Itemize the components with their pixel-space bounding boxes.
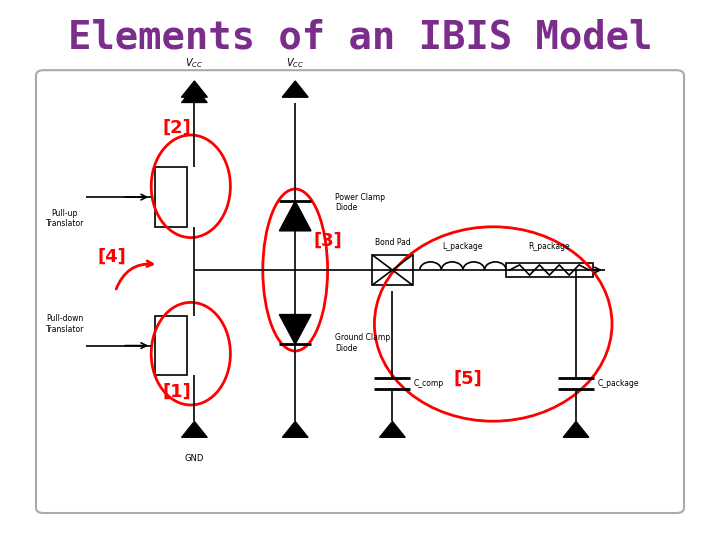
Text: R_package: R_package (528, 242, 570, 251)
Polygon shape (181, 421, 207, 437)
Text: Power Clamp
Diode: Power Clamp Diode (335, 193, 384, 212)
Text: $V_{CC}$: $V_{CC}$ (185, 56, 204, 70)
FancyBboxPatch shape (36, 70, 684, 513)
Polygon shape (379, 421, 405, 437)
Text: Ground Clamp
Diode: Ground Clamp Diode (335, 333, 390, 353)
Polygon shape (563, 421, 589, 437)
Polygon shape (279, 314, 311, 345)
Bar (506, 263, 593, 276)
Polygon shape (282, 421, 308, 437)
Text: Elements of an IBIS Model: Elements of an IBIS Model (68, 19, 652, 57)
Text: $V_{CC}$: $V_{CC}$ (286, 56, 305, 70)
Polygon shape (282, 81, 308, 97)
Text: C_package: C_package (598, 379, 639, 388)
Text: [4]: [4] (97, 248, 126, 266)
Polygon shape (181, 86, 207, 103)
Text: Pull-down
Translator: Pull-down Translator (45, 314, 84, 334)
Text: Bond Pad: Bond Pad (374, 238, 410, 247)
Text: [1]: [1] (162, 383, 191, 401)
Text: GND: GND (185, 454, 204, 463)
Text: [2]: [2] (162, 118, 191, 136)
Polygon shape (279, 201, 311, 231)
Polygon shape (181, 81, 207, 97)
Text: L_package: L_package (443, 242, 483, 251)
Text: C_comp: C_comp (414, 379, 444, 388)
Bar (155, 167, 187, 227)
Text: [3]: [3] (313, 232, 342, 249)
Bar (155, 316, 187, 375)
Bar (372, 255, 413, 285)
Text: [5]: [5] (454, 369, 482, 387)
Text: Pull-up
Translator: Pull-up Translator (45, 209, 84, 228)
